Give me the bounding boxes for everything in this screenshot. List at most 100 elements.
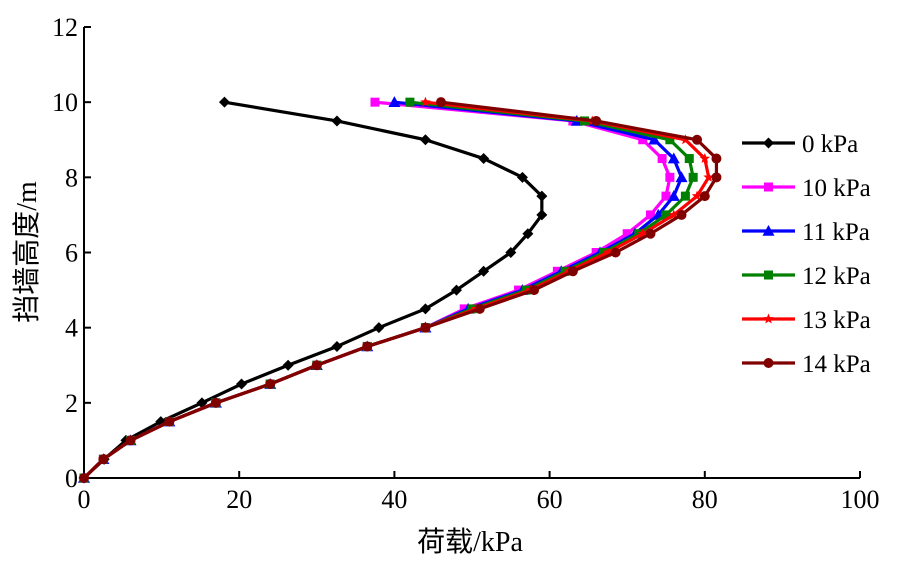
- data-point: [699, 153, 711, 163]
- legend-label: 10 kPa: [802, 175, 871, 202]
- data-point: [665, 135, 675, 145]
- data-point: [680, 134, 691, 145]
- legend-item: 10 kPa: [742, 175, 871, 202]
- x-tick-label: 60: [537, 485, 563, 514]
- data-point: [610, 247, 621, 258]
- data-point: [331, 115, 343, 127]
- data-point: [711, 172, 722, 183]
- legend-label: 12 kPa: [802, 263, 871, 290]
- data-point: [210, 397, 221, 408]
- data-point: [370, 97, 380, 107]
- data-point: [331, 340, 343, 352]
- data-point: [692, 134, 703, 145]
- data-point: [703, 171, 714, 182]
- series-line: [82, 100, 544, 480]
- data-point: [536, 209, 548, 221]
- data-point: [362, 341, 373, 352]
- data-point: [661, 191, 671, 201]
- x-tick-label: 80: [692, 485, 718, 514]
- data-point: [661, 210, 671, 220]
- data-point: [684, 154, 694, 164]
- data-point: [634, 229, 644, 239]
- x-tick-label: 0: [78, 485, 91, 514]
- data-point: [691, 190, 703, 201]
- data-point: [218, 96, 230, 108]
- series-14-kpa: [79, 97, 722, 483]
- y-tick-label: 0: [65, 464, 78, 493]
- data-point: [419, 134, 431, 146]
- y-tick-label: 4: [65, 314, 78, 343]
- y-tick-label: 2: [65, 389, 78, 418]
- data-point: [657, 154, 667, 164]
- legend-item: 13 kPa: [742, 307, 871, 334]
- y-tick-label: 8: [65, 163, 78, 192]
- data-point: [373, 322, 385, 334]
- data-point: [79, 473, 89, 483]
- data-point: [196, 397, 208, 409]
- data-point: [638, 135, 648, 145]
- series-0-kpa: [78, 96, 548, 484]
- legend-item: 14 kPa: [742, 351, 871, 378]
- data-point: [450, 284, 462, 296]
- data-point: [676, 209, 687, 220]
- x-tick-label: 40: [381, 485, 407, 514]
- axes: 0 20 40 60 80 100 0 2 4 6 8 10 12: [52, 13, 880, 514]
- legend-marker: [762, 225, 775, 236]
- data-point: [645, 228, 656, 239]
- data-point: [529, 285, 540, 296]
- data-point: [591, 115, 602, 126]
- data-point: [405, 97, 415, 107]
- data-point: [648, 133, 661, 145]
- data-point: [552, 266, 562, 276]
- legend-label: 11 kPa: [802, 219, 870, 246]
- data-point: [125, 435, 136, 446]
- data-point: [665, 172, 675, 182]
- data-point: [474, 303, 485, 314]
- data-point: [645, 210, 655, 220]
- data-point: [667, 152, 680, 164]
- data-point: [435, 97, 446, 108]
- legend: 0 kPa 10 kPa 11 kPa 12 kPa 13 kPa 14 kPa: [742, 131, 871, 378]
- data-point: [420, 322, 431, 333]
- data-point: [622, 229, 632, 239]
- data-point: [478, 265, 490, 277]
- data-point: [668, 209, 679, 220]
- data-point: [637, 228, 648, 239]
- y-tick-label: 10: [52, 88, 78, 117]
- data-point: [688, 172, 698, 182]
- y-tick-label: 12: [52, 13, 78, 42]
- series-line: [82, 100, 711, 480]
- data-point: [675, 171, 688, 183]
- data-point: [282, 359, 294, 371]
- data-point: [711, 153, 722, 164]
- series-layer: [78, 96, 722, 484]
- series-line: [82, 100, 695, 480]
- data-point: [560, 266, 570, 276]
- y-tick-label: 6: [65, 239, 78, 268]
- data-point: [420, 96, 431, 107]
- data-point: [419, 303, 431, 315]
- data-point: [567, 266, 578, 277]
- legend-label: 13 kPa: [802, 307, 871, 334]
- y-axis-title: 挡墙高度/m: [11, 181, 43, 323]
- data-point: [516, 171, 528, 183]
- series-line: [82, 100, 719, 480]
- legend-item: 11 kPa: [742, 219, 870, 246]
- x-tick-label: 20: [226, 485, 252, 514]
- data-point: [680, 191, 690, 201]
- data-point: [478, 153, 490, 165]
- data-point: [236, 378, 248, 390]
- data-point: [311, 360, 322, 371]
- data-point: [599, 248, 609, 257]
- data-point: [505, 247, 517, 258]
- x-tick-label: 100: [841, 485, 880, 514]
- data-point: [602, 247, 614, 257]
- data-point: [536, 190, 548, 202]
- data-point: [591, 248, 601, 257]
- data-point: [522, 228, 534, 240]
- legend-marker: [763, 358, 774, 368]
- legend-marker: [763, 313, 774, 324]
- data-point: [265, 379, 276, 390]
- legend-item: 0 kPa: [742, 131, 858, 158]
